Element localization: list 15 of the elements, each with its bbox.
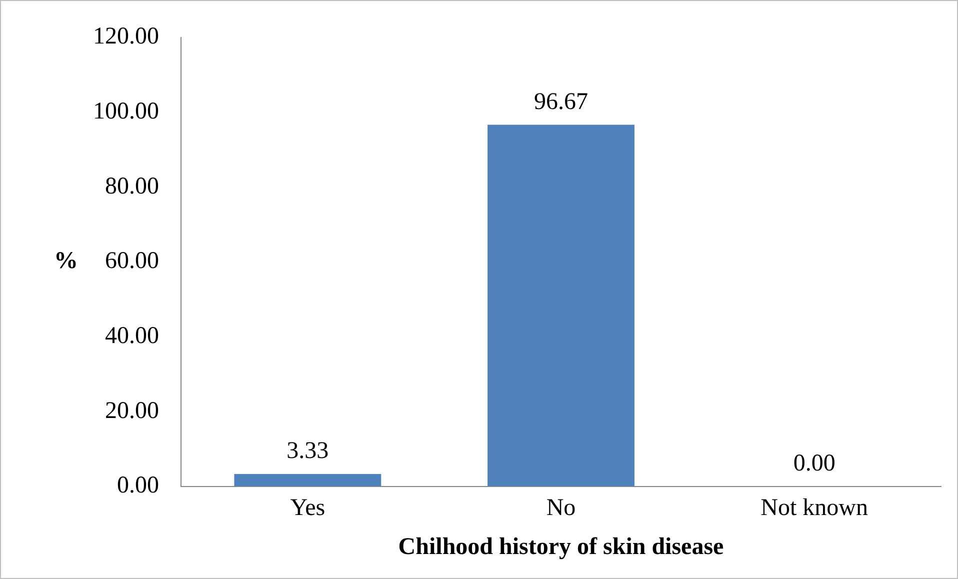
x-axis-title: Chilhood history of skin disease bbox=[398, 534, 724, 560]
y-tick-label: 40.00 bbox=[105, 323, 159, 350]
data-label: 0.00 bbox=[793, 450, 836, 477]
y-tick-label: 60.00 bbox=[105, 248, 159, 274]
x-tick-label: No bbox=[546, 495, 576, 522]
y-tick-label: 100.00 bbox=[93, 98, 159, 125]
y-tick-label: 80.00 bbox=[105, 173, 159, 200]
y-tick-label: 20.00 bbox=[105, 398, 159, 424]
data-label: 96.67 bbox=[534, 88, 588, 115]
y-tick-label: 0.00 bbox=[117, 472, 159, 499]
data-label: 3.33 bbox=[286, 438, 329, 464]
x-tick-label: Yes bbox=[290, 495, 326, 522]
y-tick-label: 120.00 bbox=[93, 24, 159, 50]
x-tick-label: Not known bbox=[760, 495, 868, 522]
y-axis-title: % bbox=[54, 248, 78, 274]
